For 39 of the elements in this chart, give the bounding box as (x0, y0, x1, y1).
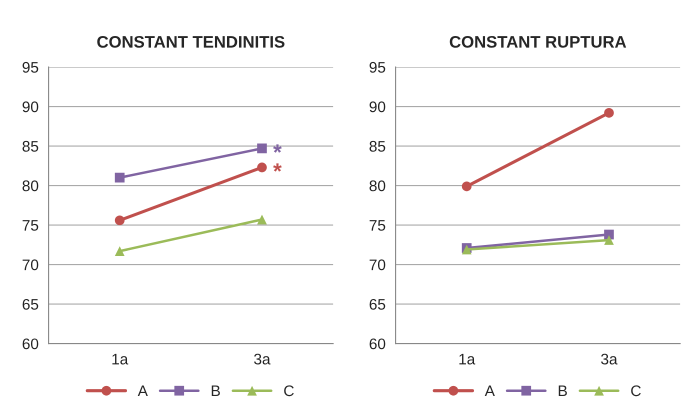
legend-label: A (484, 386, 495, 396)
y-tick-label: 90 (22, 101, 38, 112)
legend-label: A (138, 386, 148, 396)
point (114, 215, 125, 226)
chart-title: CONSTANT RUPTURA (450, 36, 626, 48)
chart-title: CONSTANT TENDINITIS (97, 36, 284, 48)
legend-label: B (558, 386, 567, 396)
y-tick-label: 85 (22, 140, 38, 152)
point (114, 172, 125, 183)
point (462, 181, 472, 192)
y-tick-label: 70 (22, 259, 38, 270)
point (257, 214, 267, 224)
y-tick-label: 70 (370, 259, 386, 270)
annotation: * (273, 144, 282, 153)
y-tick-label: 75 (370, 220, 386, 231)
y-tick-label: 95 (22, 62, 38, 73)
y-tick-label: 60 (22, 338, 38, 350)
legend-label: C (631, 385, 641, 396)
legend-label: C (284, 385, 294, 396)
annotation: * (273, 163, 282, 172)
y-tick-label: 75 (22, 220, 38, 231)
point (604, 235, 614, 245)
x-tick-label: 3a (254, 354, 270, 365)
y-tick-label: 65 (370, 298, 386, 310)
point (257, 162, 267, 172)
point (114, 246, 125, 256)
y-tick-label: 90 (370, 101, 386, 112)
x-tick-label: 1a (459, 354, 476, 365)
y-tick-label: 85 (370, 140, 386, 152)
y-tick-label: 80 (22, 180, 38, 192)
point (257, 144, 267, 154)
legend-label: B (212, 386, 220, 396)
y-tick-label: 60 (370, 338, 386, 350)
y-tick-label: 95 (370, 62, 386, 73)
y-tick-label: 65 (22, 298, 38, 310)
x-tick-label: 3a (601, 354, 618, 365)
point (604, 108, 614, 118)
y-tick-label: 80 (370, 180, 386, 192)
x-tick-label: 1a (112, 354, 128, 365)
